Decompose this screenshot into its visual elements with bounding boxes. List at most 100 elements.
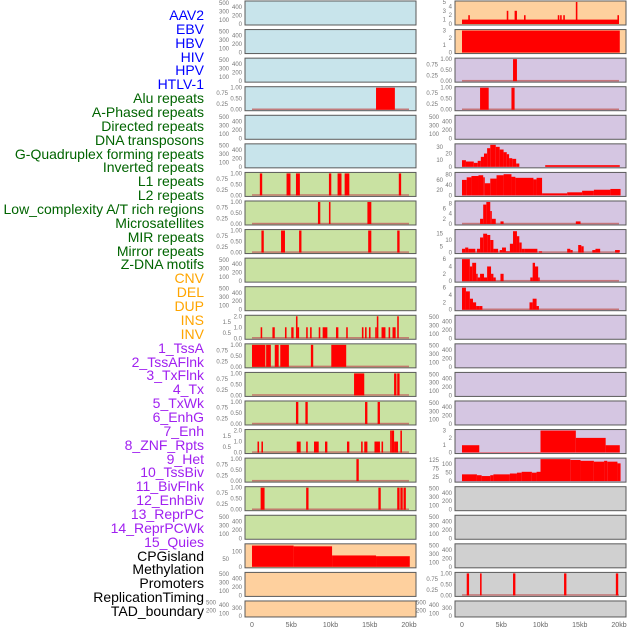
data-bar (480, 87, 489, 110)
data-bar (524, 15, 526, 24)
y-tick-label: 0.0 (234, 451, 243, 457)
y-tick-label: 200 (232, 71, 243, 77)
data-bar (535, 266, 539, 282)
y-tick-label: 400 (429, 603, 440, 609)
data-bar (516, 236, 520, 253)
data-bar (493, 248, 499, 253)
data-bar (478, 175, 484, 196)
y-tick-label: 0.50 (230, 211, 242, 217)
data-bar (299, 230, 302, 253)
data-bar (490, 178, 497, 196)
y-tick-label: 200 (232, 299, 243, 305)
y-tick-label: 100 (219, 532, 230, 538)
y-tick-label: 0.00 (230, 193, 242, 199)
track-panel (244, 114, 417, 140)
data-bar (490, 475, 494, 482)
y-tick-label: 0 (449, 336, 453, 342)
data-bar (477, 277, 481, 282)
data-bar (306, 487, 309, 510)
track-label: CPGisland (137, 547, 204, 564)
data-bar (516, 472, 522, 482)
data-bar (506, 10, 509, 24)
track-panel (454, 286, 627, 312)
y-tick-label: 0 (449, 22, 453, 28)
y-tick-label: 1.00 (440, 571, 452, 577)
y-tick-label: 100 (429, 132, 440, 138)
y-tick-label: 0 (239, 565, 243, 571)
y-tick-label: 500 (429, 401, 440, 407)
y-tick-label: 200 (442, 414, 453, 420)
data-bar (490, 144, 496, 167)
y-tick-label: 300 (219, 295, 230, 301)
y-tick-label: 300 (429, 409, 440, 415)
y-tick-label: 0 (239, 279, 243, 285)
track-label: Directed repeats (101, 117, 204, 134)
track-panel (244, 429, 417, 455)
data-bar (540, 430, 576, 453)
y-tick-label: 1.00 (230, 371, 242, 377)
baseline (252, 394, 409, 396)
track-panel (244, 486, 417, 512)
data-bar (346, 441, 350, 453)
track-label: Mirror repeats (116, 242, 204, 259)
track-label: G-Quadruplex forming repeats (14, 145, 204, 162)
y-tick-label: 0.75 (426, 577, 438, 583)
y-tick-label: 25 (432, 475, 439, 481)
data-bar (487, 148, 491, 167)
data-bar (483, 177, 485, 196)
data-bar (532, 298, 537, 310)
data-bar (493, 277, 496, 282)
data-bar (502, 247, 506, 253)
data-bar (536, 306, 539, 310)
y-tick-label: 0.75 (216, 348, 228, 354)
data-bar (595, 248, 601, 253)
data-bar (615, 573, 619, 596)
y-tick-label: 0 (449, 51, 453, 57)
track-panel (244, 343, 417, 369)
y-tick-label: 200 (442, 128, 453, 134)
y-tick-label: 0 (449, 536, 453, 542)
y-tick-label: 0 (449, 614, 453, 620)
y-tick-label: 500 (219, 287, 230, 293)
y-tick-label: 400 (232, 34, 243, 40)
data-bar (390, 430, 392, 453)
x-tick-label: 0 (250, 622, 254, 629)
y-tick-label: 0.5 (223, 331, 232, 337)
y-tick-label: 200 (206, 609, 217, 615)
y-tick-label: 100 (219, 275, 230, 281)
y-tick-label: 0 (449, 451, 453, 457)
data-bar (481, 476, 491, 482)
y-tick-label: 50 (445, 471, 452, 477)
track-label: 10_TssBiv (140, 464, 204, 481)
y-tick-label: 100 (232, 550, 243, 556)
y-tick-label: 200 (442, 328, 453, 334)
y-tick-label: 0.25 (426, 588, 438, 594)
data-bar (257, 441, 260, 453)
track-panel (244, 29, 417, 55)
x-tick-label: 5kb (496, 622, 507, 629)
data-bar (364, 441, 368, 453)
data-bar (503, 174, 512, 196)
data-bar (266, 344, 271, 367)
y-tick-label: 200 (232, 42, 243, 48)
data-bar (354, 373, 365, 396)
data-bar (581, 246, 584, 253)
data-bar (261, 441, 263, 453)
data-bar (260, 487, 265, 510)
data-bar (615, 250, 620, 253)
data-bar (381, 327, 386, 339)
y-tick-label: 300 (219, 152, 230, 158)
y-tick-label: 75 (432, 466, 439, 472)
data-bar (272, 327, 275, 339)
y-tick-label: 1.00 (230, 343, 242, 349)
y-tick-label: 2.0 (234, 429, 243, 435)
track-label: DNA transposons (95, 131, 204, 148)
data-bar (466, 573, 470, 596)
data-bar (513, 59, 517, 82)
y-tick-label: 0.00 (440, 593, 452, 599)
data-bar (318, 327, 321, 339)
data-bar (487, 266, 492, 282)
track-label: Alu repeats (133, 90, 204, 107)
data-bar (397, 373, 400, 396)
data-bar (480, 273, 484, 282)
